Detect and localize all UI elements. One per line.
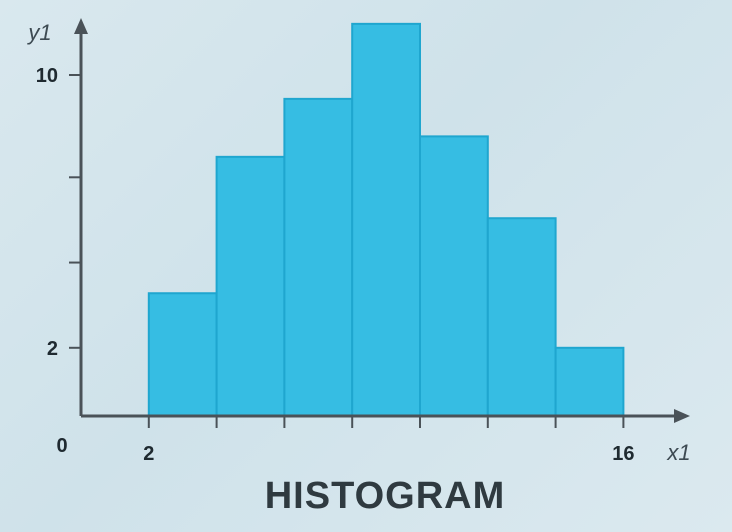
histogram-bar [283, 97, 354, 418]
y-axis-title: y1 [26, 20, 51, 45]
y-tick-label: 10 [36, 65, 58, 87]
labels-group: 0 x1 y1 HISTOGRAM [26, 20, 690, 517]
x-tick-label: 2 [143, 443, 154, 465]
histogram-bar [554, 346, 625, 417]
histogram-bar [486, 217, 557, 417]
histogram-bar [147, 292, 218, 417]
x-axis-arrow [674, 409, 690, 423]
histogram-bar [351, 22, 422, 417]
axes-group [74, 18, 690, 423]
bars-group [147, 22, 625, 418]
x-axis-title: x1 [666, 440, 690, 465]
histogram-bar [419, 135, 489, 417]
y-axis-arrow [74, 18, 88, 34]
ticks-group: 2 16 2 10 [36, 65, 635, 465]
y-tick-label: 2 [47, 338, 58, 360]
origin-label: 0 [56, 435, 67, 457]
chart-title: HISTOGRAM [265, 475, 506, 517]
histogram-bar [215, 155, 286, 417]
x-tick-label: 16 [612, 443, 634, 465]
